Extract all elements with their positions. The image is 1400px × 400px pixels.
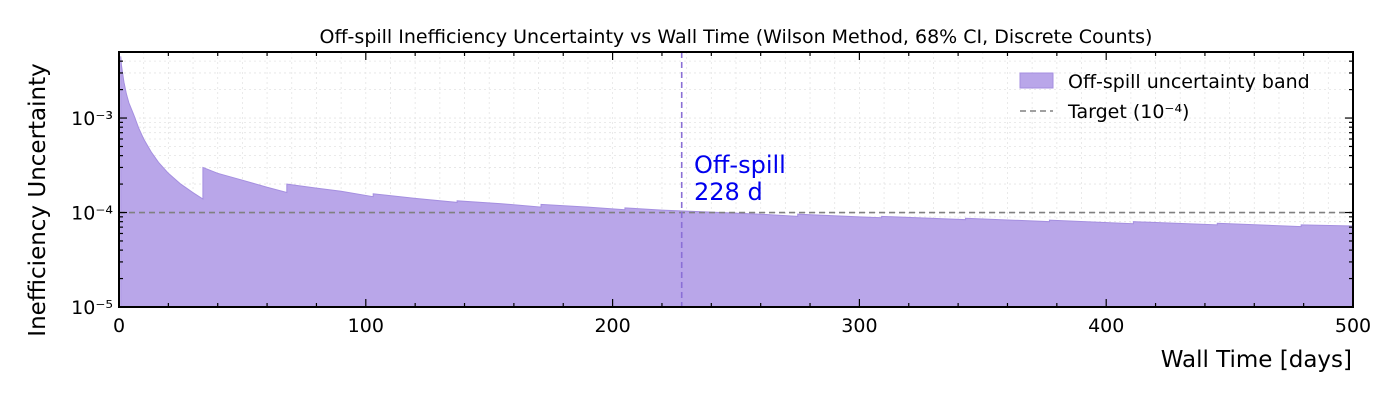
x-tick-label: 500 bbox=[1335, 315, 1371, 337]
legend-label-target: Target (10⁻⁴) bbox=[1067, 101, 1189, 123]
legend-swatch-band bbox=[1019, 72, 1054, 89]
plot-frame bbox=[118, 51, 1354, 308]
x-axis-label: Wall Time [days] bbox=[1161, 347, 1352, 373]
y-tick-label: 10⁻⁵ bbox=[71, 297, 113, 319]
x-tick-labels: 0 100 200 300 400 500 bbox=[113, 315, 1371, 337]
y-axis-label: Inefficiency Uncertainty bbox=[25, 63, 51, 336]
area-layer bbox=[120, 56, 1353, 307]
uncertainty-band-area bbox=[120, 56, 1353, 307]
x-tick-label: 400 bbox=[1088, 315, 1124, 337]
lines-layer bbox=[119, 52, 1353, 307]
chart-title: Off-spill Inefficiency Uncertainty vs Wa… bbox=[320, 26, 1153, 48]
y-tick-label: 10⁻³ bbox=[71, 108, 113, 130]
annotation-line-1: Off-spill bbox=[694, 151, 786, 179]
x-tick-label: 300 bbox=[841, 315, 877, 337]
annotation: Off-spill 228 d bbox=[694, 151, 786, 206]
y-tick-label: 10⁻⁴ bbox=[71, 203, 113, 225]
legend: Off-spill uncertainty band Target (10⁻⁴) bbox=[1019, 71, 1310, 123]
y-tick-labels: 10⁻⁵ 10⁻⁴ 10⁻³ bbox=[71, 108, 113, 319]
annotation-line-2: 228 d bbox=[694, 178, 763, 206]
ticks bbox=[118, 52, 1354, 308]
x-tick-label: 0 bbox=[113, 315, 125, 337]
x-tick-label: 200 bbox=[594, 315, 630, 337]
legend-label-band: Off-spill uncertainty band bbox=[1068, 71, 1310, 93]
x-tick-label: 100 bbox=[348, 315, 384, 337]
